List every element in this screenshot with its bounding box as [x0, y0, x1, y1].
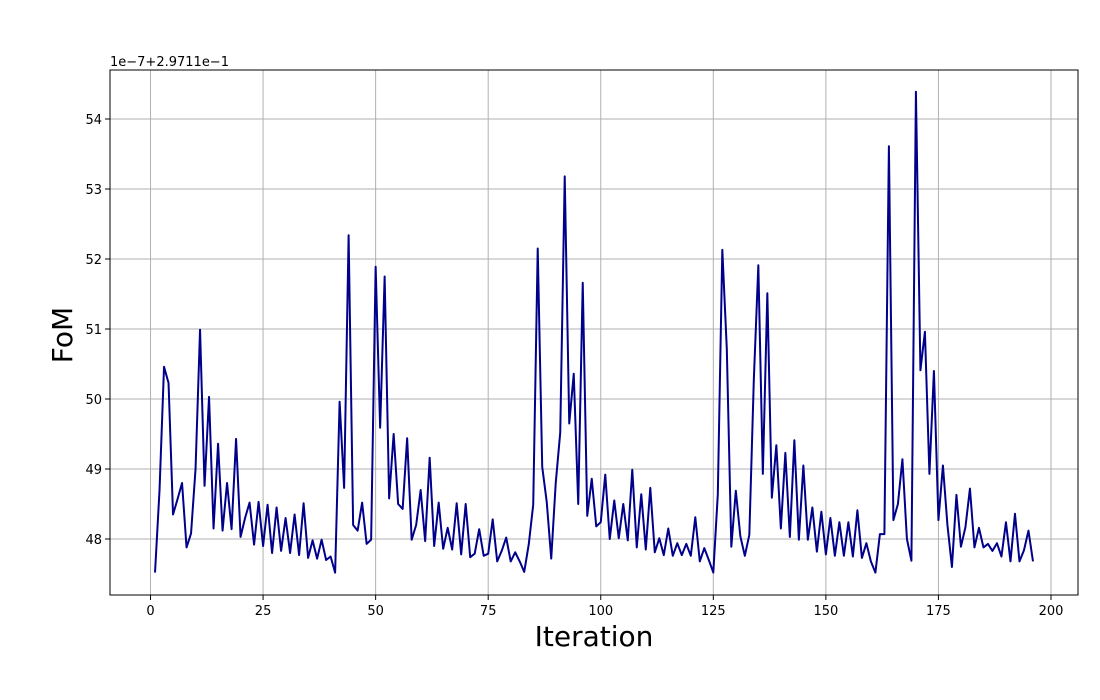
y-tick-label: 48	[85, 533, 102, 548]
x-tick-label: 150	[813, 604, 838, 619]
grid-lines	[110, 70, 1078, 595]
y-tick-label: 49	[85, 463, 102, 478]
y-tick-label: 53	[85, 183, 102, 198]
x-tick-label: 50	[367, 604, 384, 619]
x-tick-label: 25	[255, 604, 272, 619]
y-tick-label: 50	[85, 393, 102, 408]
x-tick-label: 75	[480, 604, 497, 619]
x-tick-label: 200	[1039, 604, 1064, 619]
y-tick-label: 51	[85, 323, 102, 338]
x-axis-title: Iteration	[535, 620, 654, 653]
y-tick-label: 52	[85, 253, 102, 268]
x-tick-label: 0	[146, 604, 154, 619]
axis-ticks: 0 25 50 75 100 125 150 175 200 48 49 50 51 52 53 54	[85, 113, 1063, 619]
plot-area-frame	[109, 69, 1079, 596]
fom-series-line	[154, 90, 1034, 574]
x-tick-label: 175	[926, 604, 951, 619]
x-tick-label: 125	[701, 604, 726, 619]
x-tick-label: 100	[588, 604, 613, 619]
y-axis-title: FoM	[46, 307, 79, 363]
y-offset-label: 1e−7+2.9711e−1	[110, 55, 229, 70]
y-tick-label: 54	[85, 113, 102, 128]
